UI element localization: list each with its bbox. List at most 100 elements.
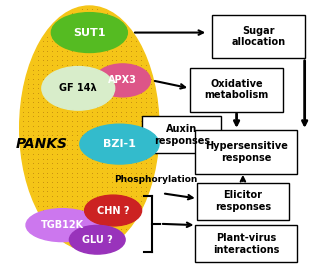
Point: [104, 72, 109, 76]
Point: [40, 143, 45, 147]
Point: [70, 86, 75, 91]
Point: [55, 133, 60, 137]
Point: [114, 91, 119, 95]
Point: [109, 30, 114, 34]
Point: [60, 81, 65, 86]
Point: [114, 63, 119, 67]
Point: [70, 25, 75, 30]
Point: [129, 199, 134, 203]
Point: [40, 105, 45, 109]
Point: [70, 30, 75, 34]
Point: [129, 39, 134, 44]
Point: [60, 68, 65, 72]
Point: [109, 16, 114, 20]
Point: [80, 199, 85, 203]
Point: [55, 119, 60, 123]
Point: [143, 185, 149, 189]
Point: [143, 180, 149, 184]
Point: [74, 105, 80, 109]
Point: [129, 72, 134, 76]
Point: [45, 194, 50, 198]
Point: [139, 91, 144, 95]
Point: [70, 58, 75, 62]
Point: [60, 194, 65, 198]
Point: [89, 49, 94, 53]
Point: [84, 128, 89, 133]
Point: [74, 138, 80, 142]
Point: [70, 49, 75, 53]
Point: [149, 114, 154, 119]
Point: [99, 39, 104, 44]
Point: [104, 11, 109, 15]
Point: [65, 91, 70, 95]
Point: [45, 128, 50, 133]
Point: [109, 208, 114, 212]
Point: [119, 49, 124, 53]
Point: [89, 100, 94, 105]
Point: [70, 199, 75, 203]
Point: [60, 39, 65, 44]
Point: [94, 138, 99, 142]
Point: [80, 227, 85, 231]
Point: [114, 105, 119, 109]
Point: [40, 91, 45, 95]
Point: [99, 16, 104, 20]
Point: [80, 63, 85, 67]
Point: [129, 68, 134, 72]
Point: [65, 49, 70, 53]
Point: [65, 185, 70, 189]
Point: [45, 203, 50, 208]
Point: [134, 110, 139, 114]
Point: [80, 208, 85, 212]
Point: [134, 199, 139, 203]
Point: [114, 231, 119, 236]
Point: [109, 222, 114, 226]
Point: [114, 58, 119, 62]
Point: [139, 58, 144, 62]
Point: [25, 110, 30, 114]
Point: [74, 96, 80, 100]
Point: [25, 100, 30, 105]
Point: [74, 53, 80, 58]
Point: [129, 114, 134, 119]
Point: [94, 161, 99, 166]
Point: [35, 189, 40, 194]
Point: [119, 105, 124, 109]
Point: [30, 171, 35, 175]
Point: [35, 68, 40, 72]
Point: [80, 231, 85, 236]
Point: [134, 194, 139, 198]
Text: Auxin
responses: Auxin responses: [154, 124, 210, 146]
Point: [40, 68, 45, 72]
Point: [89, 231, 94, 236]
Point: [139, 110, 144, 114]
Point: [65, 44, 70, 48]
Point: [35, 63, 40, 67]
Point: [84, 81, 89, 86]
Point: [50, 222, 55, 226]
Point: [84, 143, 89, 147]
Point: [139, 175, 144, 179]
Point: [65, 81, 70, 86]
Point: [40, 58, 45, 62]
Point: [94, 156, 99, 161]
Point: [35, 124, 40, 128]
Point: [94, 30, 99, 34]
Point: [55, 143, 60, 147]
Point: [119, 175, 124, 179]
Point: [119, 124, 124, 128]
Point: [50, 217, 55, 222]
Point: [119, 100, 124, 105]
Point: [94, 119, 99, 123]
Point: [40, 194, 45, 198]
Point: [104, 180, 109, 184]
Point: [80, 96, 85, 100]
Point: [70, 147, 75, 151]
Point: [65, 53, 70, 58]
Point: [84, 100, 89, 105]
Point: [89, 156, 94, 161]
Point: [109, 199, 114, 203]
Point: [89, 58, 94, 62]
Point: [134, 171, 139, 175]
Point: [80, 72, 85, 76]
